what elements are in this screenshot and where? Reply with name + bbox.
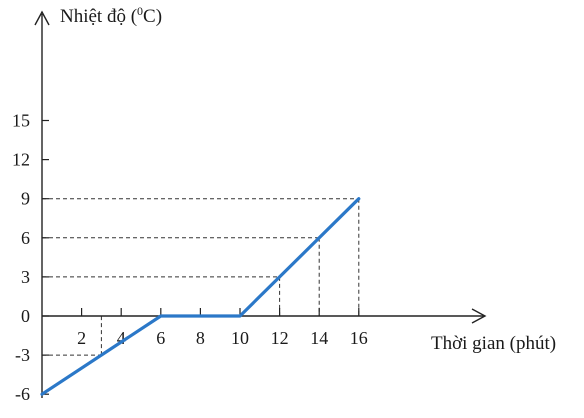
x-tick-label: 8 <box>196 328 205 348</box>
x-tick-label: 6 <box>156 328 165 348</box>
ticks: 2 4 6 8 10 12 14 16 -6 -3 0 3 6 9 12 15 <box>12 111 368 405</box>
x-tick-label: 16 <box>350 328 368 348</box>
x-tick-label: 12 <box>271 328 289 348</box>
axes <box>34 10 487 398</box>
x-tick-label: 2 <box>77 328 86 348</box>
y-tick-label: 0 <box>21 306 30 326</box>
guide-lines <box>42 198 360 356</box>
y-tick-label: 12 <box>12 150 30 170</box>
series <box>40 197 361 396</box>
x-axis-label: Thời gian (phút) <box>431 333 556 354</box>
y-tick-label: -3 <box>15 345 30 365</box>
x-tick-label: 4 <box>117 328 126 348</box>
temperature-line <box>40 197 361 396</box>
y-tick-label: 3 <box>21 267 30 287</box>
y-tick-label: 15 <box>12 111 30 131</box>
x-tick-label: 14 <box>310 328 328 348</box>
y-axis-label: Nhiệt độ (0C) <box>60 4 162 27</box>
y-tick-label: 9 <box>21 189 30 209</box>
x-tick-label: 10 <box>231 328 249 348</box>
y-axis-arrowhead <box>34 10 50 26</box>
y-tick-label: 6 <box>21 228 30 248</box>
y-tick-label: -6 <box>15 384 30 404</box>
x-axis-arrowhead <box>471 308 487 324</box>
